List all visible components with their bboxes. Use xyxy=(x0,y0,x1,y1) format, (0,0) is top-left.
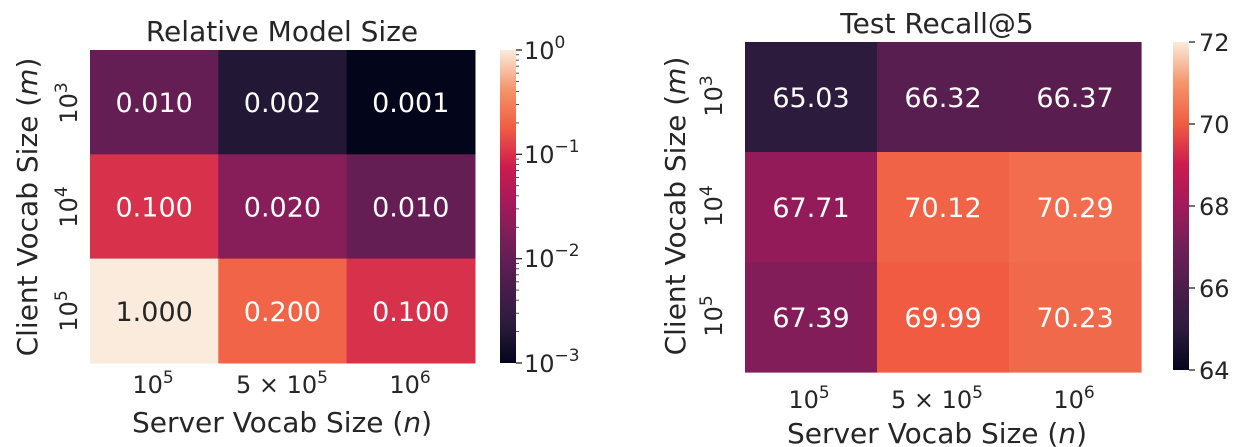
colorbar-tick-label: 10−3 xyxy=(524,346,580,378)
cell-value-label: 0.100 xyxy=(372,297,449,328)
cell-value-label: 1.000 xyxy=(116,297,193,328)
heatmap-right: Test Recall@5 65.03 66.32 66.37 67.71 70.12 7… xyxy=(659,7,1230,447)
cells-right: 65.03 66.32 66.37 67.71 70.12 70.29 67.39 69.99… xyxy=(745,42,1142,373)
y-ticks-left: 103 104 105 xyxy=(52,82,83,331)
colorbar-tick-label: 100 xyxy=(524,33,565,65)
colorbar-tick-label: 64 xyxy=(1199,357,1230,385)
heatmap-cell xyxy=(877,152,1010,263)
colorbar-left xyxy=(500,50,516,363)
heatmap-cell xyxy=(1009,262,1142,373)
cell-value-label: 0.001 xyxy=(372,88,449,119)
heatmap-cell xyxy=(346,154,476,260)
x-tick-label: 106 xyxy=(389,368,430,399)
cell-value-label: 70.12 xyxy=(904,193,981,224)
colorbar-tick-labels-right: 72 70 68 66 64 xyxy=(1199,29,1230,385)
cell-value-label: 70.23 xyxy=(1036,303,1113,334)
y-tick-label: 104 xyxy=(52,186,83,227)
heatmap-cell xyxy=(745,42,878,153)
cells-left: 0.010 0.002 0.001 0.100 0.020 0.010 1.000 0.200… xyxy=(90,50,476,364)
cell-value-label: 0.200 xyxy=(244,297,321,328)
cell-value-label: 69.99 xyxy=(904,303,981,334)
y-axis-label-left: Client Vocab Size (m) xyxy=(11,58,44,357)
cell-value-label: 0.010 xyxy=(372,192,449,223)
colorbar-tick-label: 68 xyxy=(1199,193,1230,221)
cell-value-label: 0.100 xyxy=(116,192,193,223)
cell-value-label: 65.03 xyxy=(772,83,849,114)
chart-title-left: Relative Model Size xyxy=(146,15,418,48)
heatmap-cell xyxy=(1009,42,1142,153)
colorbar-tick-label: 10−2 xyxy=(524,241,580,273)
cell-value-label: 66.37 xyxy=(1036,83,1113,114)
cell-value-label: 67.39 xyxy=(772,303,849,334)
cell-value-label: 67.71 xyxy=(772,193,849,224)
heatmap-cell xyxy=(90,258,219,364)
colorbar-ticks-left xyxy=(516,49,522,364)
chart-title-right: Test Recall@5 xyxy=(839,7,1033,40)
x-tick-label: 106 xyxy=(1053,383,1094,414)
heatmap-left: Relative Model Size 0.010 0.002 0.001 0.100… xyxy=(11,15,580,439)
colorbar-tick-label: 66 xyxy=(1199,275,1230,303)
heatmap-cell xyxy=(346,258,476,364)
heatmap-cell xyxy=(745,262,878,373)
y-tick-label: 105 xyxy=(52,290,83,331)
heatmap-cell xyxy=(877,262,1010,373)
y-tick-label: 103 xyxy=(52,82,83,123)
heatmap-cell xyxy=(346,50,476,155)
heatmap-cell xyxy=(90,154,219,260)
heatmap-cell xyxy=(745,152,878,263)
x-tick-label: 5 × 105 xyxy=(891,383,983,414)
heatmap-cell xyxy=(877,42,1010,153)
cell-value-label: 66.32 xyxy=(904,83,981,114)
heatmap-cell xyxy=(218,258,348,364)
cell-value-label: 0.020 xyxy=(244,192,321,223)
y-axis-label-right: Client Vocab Size (m) xyxy=(659,57,692,356)
x-ticks-left: 105 5 × 105 106 xyxy=(132,368,430,399)
colorbar-tick-label: 10−1 xyxy=(524,137,580,169)
colorbar-right xyxy=(1173,42,1189,370)
x-ticks-right: 105 5 × 105 106 xyxy=(788,383,1094,414)
heatmap-cell xyxy=(1009,152,1142,263)
colorbar-tick-label: 72 xyxy=(1199,29,1230,57)
x-tick-label: 5 × 105 xyxy=(236,368,328,399)
heatmap-cell xyxy=(218,50,348,155)
cell-value-label: 0.010 xyxy=(116,88,193,119)
x-axis-label-right: Server Vocab Size (n) xyxy=(787,417,1087,447)
y-tick-label: 104 xyxy=(697,185,728,226)
x-axis-label-left: Server Vocab Size (n) xyxy=(132,406,432,439)
y-tick-label: 105 xyxy=(697,295,728,336)
heatmap-cell xyxy=(90,50,219,155)
heatmap-cell xyxy=(218,154,348,260)
cell-value-label: 70.29 xyxy=(1036,193,1113,224)
y-ticks-right: 103 104 105 xyxy=(697,75,728,336)
x-tick-label: 105 xyxy=(788,383,829,414)
colorbar-tick-label: 70 xyxy=(1199,111,1230,139)
y-tick-label: 103 xyxy=(697,75,728,116)
cell-value-label: 0.002 xyxy=(244,88,321,119)
colorbar-tick-labels-left: 100 10−1 10−2 10−3 xyxy=(524,33,580,378)
x-tick-label: 105 xyxy=(132,368,173,399)
colorbar-ticks-right xyxy=(1189,41,1195,371)
